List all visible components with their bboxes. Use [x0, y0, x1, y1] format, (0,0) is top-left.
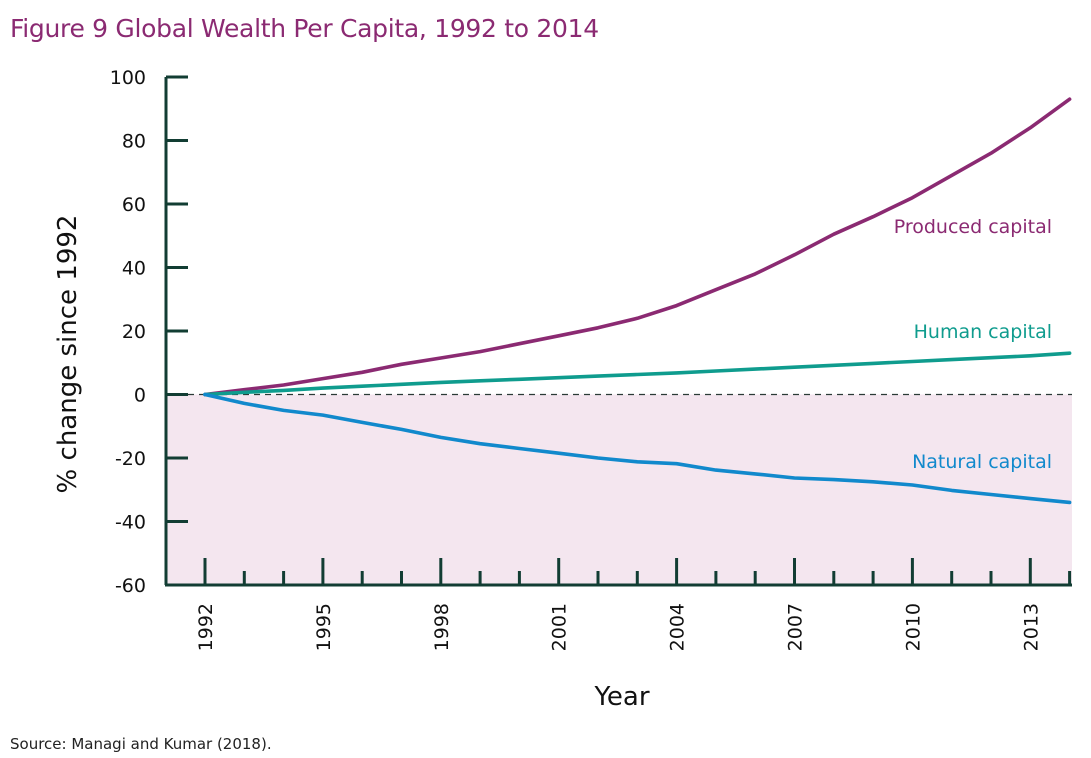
x-axis: 1992 1995 1998 2001 2004 2007 2010 2013 — [165, 558, 1072, 651]
x-tick-label: 2013 — [1020, 603, 1042, 651]
y-axis: 100 80 60 40 20 0 -20 -40 -60 — [110, 67, 188, 597]
x-tick-label: 1995 — [313, 603, 335, 651]
y-tick-label: 60 — [122, 194, 146, 216]
y-tick-label: -40 — [115, 512, 146, 534]
y-axis-title: % change since 1992 — [53, 215, 83, 494]
y-tick-label: -20 — [115, 448, 146, 470]
series-line-produced-capital — [203, 97, 1072, 397]
y-tick-label: -60 — [115, 575, 146, 597]
y-tick-label: 40 — [122, 258, 146, 280]
x-tick-label: 2010 — [902, 603, 924, 651]
chart-title: Figure 9 Global Wealth Per Capita, 1992 … — [10, 14, 599, 43]
series-line-natural-capital — [203, 392, 1072, 505]
y-tick-label: 80 — [122, 131, 146, 153]
source-note: Source: Managi and Kumar (2018). — [10, 735, 272, 753]
series-label-natural-capital: Natural capital — [912, 451, 1052, 473]
x-tick-label: 2007 — [785, 603, 807, 651]
series-label-human-capital: Human capital — [914, 321, 1052, 343]
x-tick-label: 2004 — [667, 603, 689, 651]
series-line-human-capital — [203, 351, 1072, 397]
y-tick-label: 100 — [110, 67, 146, 89]
y-tick-label: 20 — [122, 321, 146, 343]
x-tick-label: 2001 — [549, 603, 571, 651]
series-label-produced-capital: Produced capital — [894, 216, 1052, 238]
series-layer: Produced capital Human capital Natural cap… — [203, 97, 1072, 505]
y-tick-label: 0 — [134, 385, 146, 407]
negative-region-shading — [166, 394, 1072, 585]
x-tick-label: 1998 — [431, 603, 453, 651]
x-tick-label: 1992 — [195, 603, 217, 651]
x-axis-title: Year — [593, 682, 649, 712]
